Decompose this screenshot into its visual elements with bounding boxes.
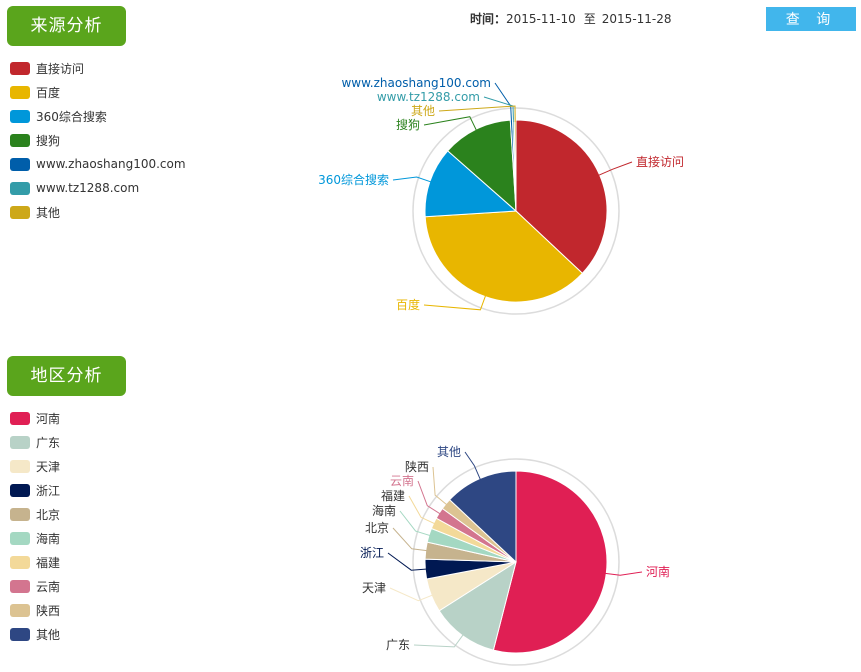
legend-item[interactable]: 福建 bbox=[10, 550, 60, 574]
legend-label: 直接访问 bbox=[36, 61, 85, 76]
pie-leader-line bbox=[423, 116, 478, 132]
legend-label: 河南 bbox=[36, 411, 61, 426]
date-range-bar: 时间：2015-11-10 至 2015-11-28 bbox=[470, 10, 672, 27]
legend-label: 360综合搜索 bbox=[36, 109, 107, 124]
legend-swatch bbox=[10, 579, 30, 593]
legend-label: www.tz1288.com bbox=[36, 181, 140, 195]
legend-label: 浙江 bbox=[36, 483, 61, 498]
legend-label: 福建 bbox=[36, 555, 61, 570]
legend-swatch bbox=[10, 627, 30, 641]
pie-slice-label: 其他 bbox=[411, 104, 435, 118]
pie-leader-line bbox=[423, 294, 487, 311]
region-legend: 河南广东天津浙江北京海南福建云南陕西其他 bbox=[10, 406, 60, 646]
pie-leader-line bbox=[432, 466, 448, 506]
legend-label: 其他 bbox=[36, 627, 61, 642]
query-button[interactable]: 查 询 bbox=[766, 7, 856, 31]
to-label: 至 bbox=[583, 12, 596, 26]
pie-slice-label: 360综合搜索 bbox=[318, 172, 389, 187]
region-section-title: 地区分析 bbox=[7, 356, 126, 396]
legend-item[interactable]: 浙江 bbox=[10, 478, 60, 502]
pie-slice-label: 云南 bbox=[390, 473, 414, 488]
legend-label: 陕西 bbox=[36, 603, 61, 618]
pie-leader-line bbox=[392, 176, 432, 183]
pie-slice-label: 海南 bbox=[372, 503, 396, 518]
pie-leader-line bbox=[464, 451, 482, 481]
pie-slice-label: 百度 bbox=[396, 297, 420, 312]
source-legend: 直接访问百度 360综合搜索 搜狗 www.zhaoshang100.com www.t… bbox=[10, 56, 186, 224]
pie-leader-line bbox=[399, 510, 432, 537]
end-date[interactable]: 2015-11-28 bbox=[601, 12, 672, 26]
pie-leader-line bbox=[438, 105, 516, 123]
legend-swatch bbox=[10, 603, 30, 617]
legend-label: 云南 bbox=[36, 579, 61, 594]
legend-item[interactable]: 其他 bbox=[10, 622, 60, 646]
pie-slice-label: 陕西 bbox=[405, 459, 429, 474]
legend-swatch bbox=[10, 181, 30, 195]
pie-slice-label: 河南 bbox=[646, 564, 670, 579]
pie-slice-label: 北京 bbox=[365, 521, 389, 535]
pie-leader-line bbox=[408, 495, 436, 525]
pie-leader-line bbox=[604, 571, 643, 576]
pie-leader-line bbox=[387, 552, 428, 571]
legend-item[interactable]: 云南 bbox=[10, 574, 60, 598]
legend-swatch bbox=[10, 507, 30, 521]
legend-item[interactable]: 360综合搜索 bbox=[10, 104, 186, 128]
pie-slice-label: 广东 bbox=[386, 638, 410, 652]
legend-item[interactable]: 其他 bbox=[10, 200, 186, 224]
legend-label: 百度 bbox=[36, 85, 61, 100]
legend-swatch bbox=[10, 205, 30, 219]
legend-swatch bbox=[10, 109, 30, 123]
legend-swatch bbox=[10, 157, 30, 171]
legend-item[interactable]: 百度 bbox=[10, 80, 186, 104]
pie-leader-line bbox=[413, 633, 465, 648]
legend-swatch bbox=[10, 459, 30, 473]
legend-item[interactable]: 广东 bbox=[10, 430, 60, 454]
pie-slice-label: 搜狗 bbox=[396, 117, 420, 132]
pie-slice-label: 浙江 bbox=[360, 546, 384, 560]
pie-leader-line bbox=[597, 161, 633, 177]
legend-swatch bbox=[10, 61, 30, 75]
pie-outer-ring bbox=[412, 107, 620, 315]
source-section-title: 来源分析 bbox=[7, 6, 126, 46]
legend-label: 北京 bbox=[36, 507, 61, 522]
start-date[interactable]: 2015-11-10 bbox=[506, 12, 576, 26]
pie-slice-label: 福建 bbox=[381, 488, 405, 503]
time-label: 时间： bbox=[470, 12, 507, 26]
legend-swatch bbox=[10, 133, 30, 147]
legend-swatch bbox=[10, 531, 30, 545]
legend-label: 海南 bbox=[36, 531, 61, 546]
pie-outer-ring bbox=[412, 458, 620, 666]
legend-swatch bbox=[10, 411, 30, 425]
pie-leader-line bbox=[417, 480, 442, 515]
legend-item[interactable]: 陕西 bbox=[10, 598, 60, 622]
legend-label: 搜狗 bbox=[36, 133, 61, 148]
legend-swatch bbox=[10, 435, 30, 449]
legend-item[interactable]: 天津 bbox=[10, 454, 60, 478]
legend-label: 其他 bbox=[36, 205, 61, 220]
legend-item[interactable]: www.zhaoshang100.com bbox=[10, 152, 186, 176]
legend-label: 天津 bbox=[36, 459, 61, 474]
pie-leader-line bbox=[389, 587, 434, 602]
pie-slice-label: 其他 bbox=[437, 445, 461, 459]
legend-item[interactable]: www.tz1288.com bbox=[10, 176, 186, 200]
legend-item[interactable]: 北京 bbox=[10, 502, 60, 526]
legend-label: www.zhaoshang100.com bbox=[36, 157, 186, 171]
legend-item[interactable]: 搜狗 bbox=[10, 128, 186, 152]
legend-swatch bbox=[10, 483, 30, 497]
pie-slice-label: 直接访问 bbox=[636, 154, 684, 169]
legend-label: 广东 bbox=[36, 435, 61, 450]
legend-item[interactable]: 河南 bbox=[10, 406, 60, 430]
pie-slice-label: www.tz1288.com bbox=[377, 90, 480, 104]
pie-slice-label: www.zhaoshang100.com bbox=[341, 76, 491, 90]
pie-slice-label: 天津 bbox=[362, 581, 386, 595]
pie-leader-line bbox=[392, 527, 428, 552]
legend-item[interactable]: 海南 bbox=[10, 526, 60, 550]
legend-item[interactable]: 直接访问 bbox=[10, 56, 186, 80]
legend-swatch bbox=[10, 555, 30, 569]
legend-swatch bbox=[10, 85, 30, 99]
